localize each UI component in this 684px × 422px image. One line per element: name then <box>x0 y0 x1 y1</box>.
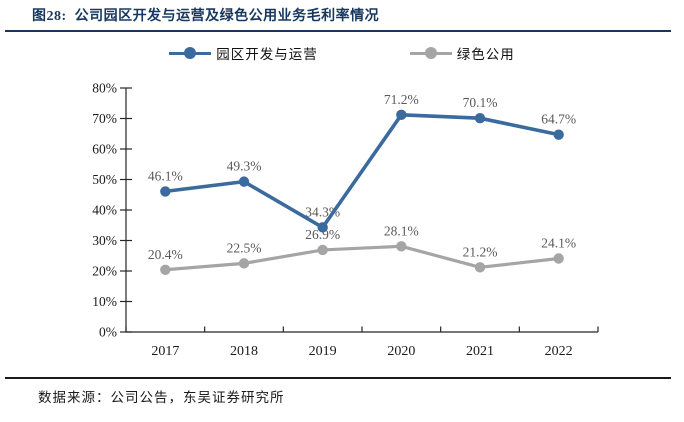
y-tick-label: 50% <box>92 172 117 187</box>
green-utility-series-data-label: 22.5% <box>227 240 262 255</box>
x-tick-label: 2018 <box>230 344 258 359</box>
figure-title: 公司园区开发与运营及绿色公用业务毛利率情况 <box>74 9 380 24</box>
legend-item-park-dev: 园区开发与运营 <box>169 43 318 63</box>
park-dev-series-data-label: 70.1% <box>463 95 498 110</box>
green-utility-series-marker <box>160 264 171 275</box>
legend-label-green-utility: 绿色公用 <box>456 47 515 62</box>
x-tick-label: 2017 <box>151 344 179 359</box>
green-utility-series-marker <box>474 262 486 273</box>
green-utility-series-data-label: 21.2% <box>463 244 498 259</box>
y-tick-label: 20% <box>92 264 117 279</box>
chart-legend: 园区开发与运营 绿色公用 <box>0 44 684 62</box>
y-tick-label: 60% <box>92 142 117 157</box>
x-tick-label: 2020 <box>387 344 415 359</box>
park-dev-series-marker <box>396 109 407 121</box>
green-utility-series-data-label: 20.4% <box>148 247 183 262</box>
y-tick-label: 0% <box>99 325 117 340</box>
y-tick-label: 80% <box>92 81 117 96</box>
park-dev-series-data-label: 71.2% <box>384 92 419 107</box>
y-tick-label: 10% <box>92 294 117 309</box>
x-tick-label: 2019 <box>309 344 337 359</box>
data-source-text: 数据来源：公司公告，东吴证券研究所 <box>38 390 285 405</box>
park-dev-series-data-label: 64.7% <box>541 112 576 127</box>
y-tick-label: 30% <box>92 233 117 248</box>
green-utility-series-data-label: 28.1% <box>384 223 419 238</box>
park-dev-series-marker-icon <box>169 47 212 59</box>
park-dev-series-marker <box>474 112 486 124</box>
park-dev-series-data-label: 49.3% <box>227 159 262 174</box>
figure-header: 图28: 公司园区开发与运营及绿色公用业务毛利率情况 <box>5 2 671 32</box>
green-utility-series-marker <box>553 253 564 264</box>
green-utility-series-line <box>163 244 561 272</box>
legend-item-green-utility: 绿色公用 <box>409 43 515 63</box>
park-dev-series-marker <box>238 176 250 187</box>
y-tick-label: 40% <box>92 203 117 218</box>
x-tick-label: 2022 <box>545 344 573 359</box>
green-utility-series-data-label: 24.1% <box>541 235 576 250</box>
park-dev-series-line <box>163 113 561 230</box>
park-dev-series-marker <box>553 129 564 140</box>
park-dev-series-data-label: 46.1% <box>148 168 183 183</box>
green-utility-series-marker <box>317 244 328 256</box>
figure-label: 图28: <box>32 9 67 24</box>
legend-dot-icon <box>424 47 437 59</box>
x-tick-label: 2021 <box>466 344 494 359</box>
green-utility-series-marker-icon <box>409 47 452 59</box>
legend-label-park-dev: 园区开发与运营 <box>216 47 318 62</box>
green-utility-series-marker <box>238 258 250 269</box>
footer-divider <box>5 377 671 379</box>
y-tick-label: 70% <box>92 111 117 126</box>
legend-dot-icon <box>184 47 197 59</box>
green-utility-series-marker <box>396 241 407 252</box>
park-dev-series-marker <box>160 186 171 197</box>
green-utility-series-data-label: 26.9% <box>305 227 340 242</box>
park-dev-series-marker <box>317 222 328 233</box>
